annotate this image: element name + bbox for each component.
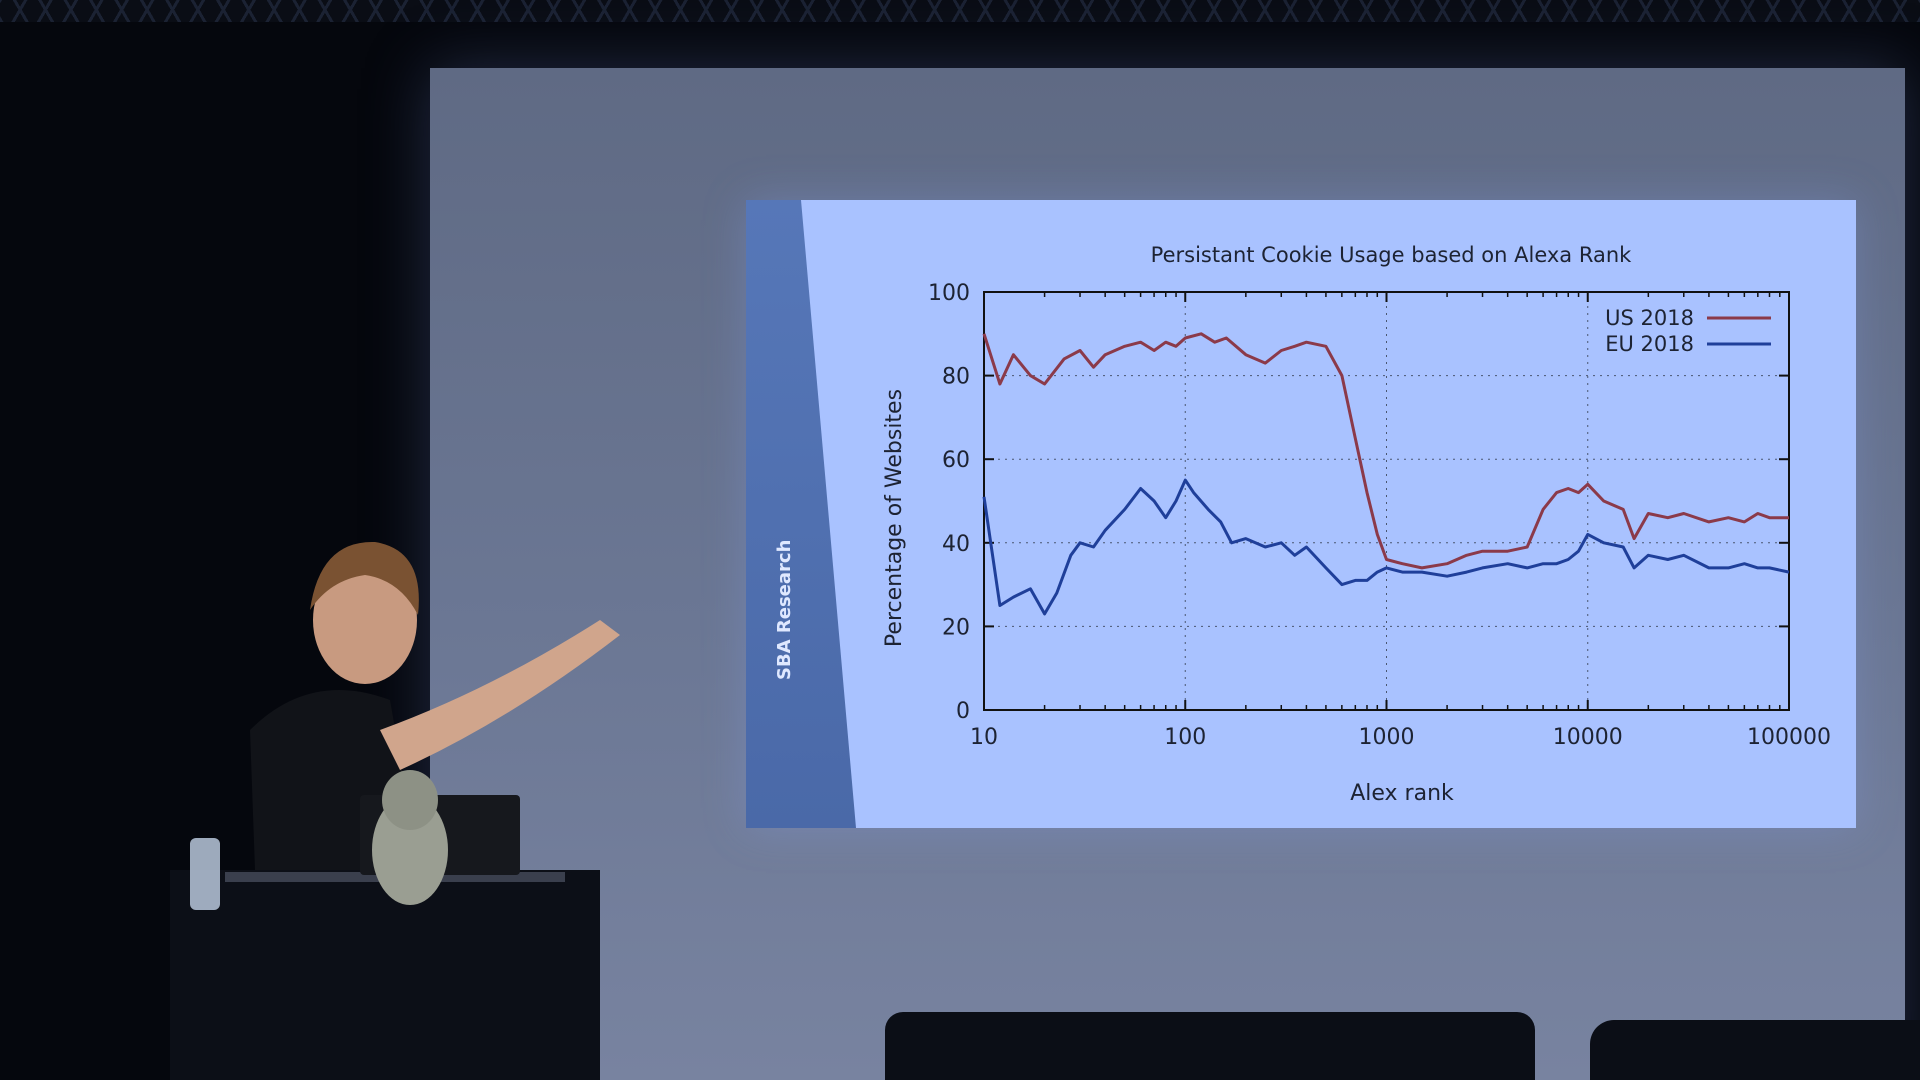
presenter-hair <box>310 541 419 615</box>
stage-furniture-right <box>1590 1020 1920 1080</box>
podium <box>170 870 600 1080</box>
legend-label: US 2018 <box>1605 306 1694 330</box>
plush-sheep-head <box>382 770 438 830</box>
plush-sheep <box>372 795 448 905</box>
series-line-us-2018 <box>982 332 1789 570</box>
presenter-at-podium <box>170 541 620 1080</box>
y-tick-label: 80 <box>942 365 970 390</box>
presenter-head <box>313 556 417 684</box>
x-axis-title: Alex rank <box>1350 781 1454 806</box>
chart-title: Persistant Cookie Usage based on Alexa R… <box>1151 243 1632 267</box>
x-tick-label: 1000 <box>1359 725 1415 750</box>
series-layer <box>982 332 1790 616</box>
presenter-arm <box>380 620 620 770</box>
grid-layer <box>984 292 1789 710</box>
tick-layer: 0 20 40 60 80 100 10 100 1000 10000 100000 <box>928 281 1831 750</box>
y-tick-label: 20 <box>942 615 970 640</box>
x-tick-label: 100000 <box>1747 725 1831 750</box>
series-line-eu-2018 <box>982 478 1790 616</box>
y-axis-title: Percentage of Websites <box>882 389 907 647</box>
water-bottle <box>190 838 220 910</box>
x-tick-label: 10000 <box>1553 725 1623 750</box>
cookie-usage-chart: Persistant Cookie Usage based on Alexa R… <box>882 243 1831 806</box>
y-tick-label: 0 <box>956 699 970 724</box>
legend-label: EU 2018 <box>1605 332 1694 356</box>
y-tick-label: 40 <box>942 532 970 557</box>
stage-furniture <box>885 1012 1535 1080</box>
y-tick-label: 60 <box>942 448 970 473</box>
lighting-truss <box>0 0 1920 22</box>
x-tick-label: 10 <box>970 725 998 750</box>
y-tick-label: 100 <box>928 281 970 306</box>
x-tick-label: 100 <box>1164 725 1206 750</box>
presentation-slide: SBA Research Persistant Cookie Usage bas… <box>746 200 1856 828</box>
